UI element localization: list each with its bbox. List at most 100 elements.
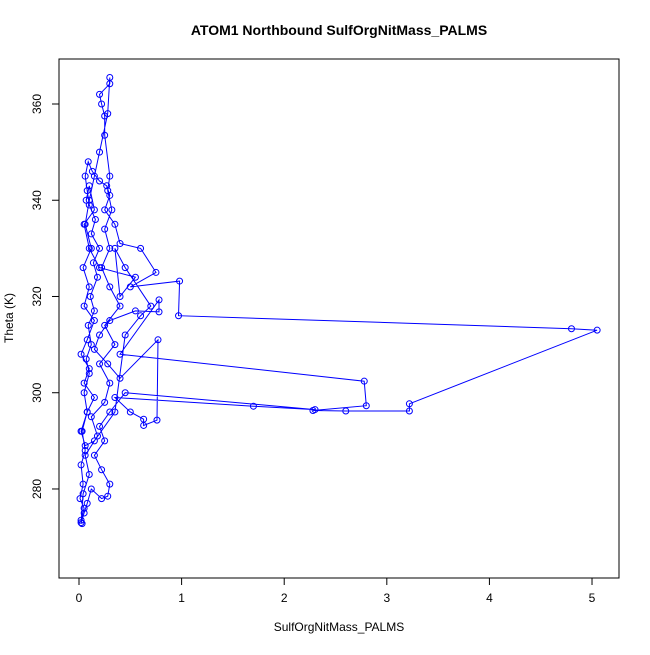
data-point	[137, 312, 145, 320]
data-point	[90, 307, 98, 315]
x-tick-label: 5	[589, 591, 596, 605]
x-axis-label: SulfOrgNitMass_PALMS	[274, 620, 404, 634]
data-point	[89, 259, 97, 267]
data-point	[77, 516, 85, 524]
data-point	[77, 461, 85, 469]
data-point	[85, 244, 93, 252]
data-point	[121, 264, 129, 272]
data-point	[90, 317, 98, 325]
data-point	[96, 244, 104, 252]
data-point	[80, 379, 88, 387]
data-point	[106, 379, 114, 387]
data-point	[93, 432, 101, 440]
x-tick-label: 3	[383, 591, 390, 605]
data-point	[96, 177, 104, 185]
data-point	[93, 273, 101, 281]
data-point	[77, 427, 85, 435]
data-point	[131, 273, 139, 281]
data-point	[80, 302, 88, 310]
data-point	[76, 495, 84, 503]
data-point	[153, 416, 161, 424]
data-point	[152, 268, 160, 276]
data-point	[111, 220, 119, 228]
data-point	[176, 277, 184, 285]
data-point	[98, 264, 106, 272]
data-point	[90, 206, 98, 214]
data-point	[116, 350, 124, 358]
data-point	[80, 509, 88, 517]
data-point	[106, 283, 114, 291]
data-point	[98, 466, 106, 474]
data-point	[116, 292, 124, 300]
data-point	[86, 292, 94, 300]
data-point	[311, 406, 319, 414]
data-point	[79, 480, 87, 488]
data-point	[78, 520, 86, 528]
data-point	[90, 394, 98, 402]
chart-title: ATOM1 Northbound SulfOrgNitMass_PALMS	[191, 22, 487, 38]
data-point	[96, 360, 104, 368]
data-point	[90, 437, 98, 445]
data-point	[175, 312, 183, 320]
data-point	[111, 408, 119, 416]
data-point	[116, 302, 124, 310]
data-point	[96, 90, 104, 98]
data-point	[80, 220, 88, 228]
data-point	[106, 244, 114, 252]
y-axis-label: Theta (K)	[2, 293, 16, 343]
data-point	[360, 377, 368, 385]
data-point	[77, 350, 85, 358]
data-point	[87, 341, 95, 349]
data-point	[111, 244, 119, 252]
data-point	[108, 206, 116, 214]
data-point	[249, 402, 257, 410]
data-point	[101, 321, 109, 329]
x-tick-label: 2	[281, 591, 288, 605]
data-point	[126, 283, 134, 291]
data-point	[104, 110, 112, 118]
data-point	[98, 100, 106, 108]
data-point	[83, 336, 91, 344]
data-point	[96, 331, 104, 339]
data-point	[81, 442, 89, 450]
data-point	[85, 369, 93, 377]
y-tick-label: 300	[30, 382, 44, 402]
data-point	[87, 230, 95, 238]
data-point	[85, 201, 93, 209]
data-point	[81, 451, 89, 459]
data-point	[79, 264, 87, 272]
data-point	[111, 341, 119, 349]
data-point	[140, 415, 148, 423]
data-point	[96, 148, 104, 156]
data-point	[104, 492, 112, 500]
x-tick-label: 1	[178, 591, 185, 605]
data-point	[83, 408, 91, 416]
data-point	[91, 215, 99, 223]
data-point	[85, 283, 93, 291]
data-point	[116, 240, 124, 248]
data-point	[593, 326, 601, 334]
data-point	[106, 74, 114, 82]
data-point	[111, 394, 119, 402]
data-point	[96, 422, 104, 430]
data-point	[82, 196, 90, 204]
data-point	[84, 321, 92, 329]
data-point	[82, 355, 90, 363]
data-point	[83, 499, 91, 507]
data-point	[155, 308, 163, 316]
y-tick-label: 340	[30, 190, 44, 210]
x-tick-label: 4	[486, 591, 493, 605]
data-point	[80, 504, 88, 512]
data-point	[116, 374, 124, 382]
data-point	[87, 413, 95, 421]
data-point	[121, 331, 129, 339]
data-point	[137, 244, 145, 252]
data-point	[155, 296, 163, 304]
y-tick-label: 280	[30, 479, 44, 499]
data-point	[87, 485, 95, 493]
data-point	[77, 519, 85, 527]
data-point	[342, 407, 350, 415]
data-point	[101, 225, 109, 233]
data-point	[154, 336, 162, 344]
